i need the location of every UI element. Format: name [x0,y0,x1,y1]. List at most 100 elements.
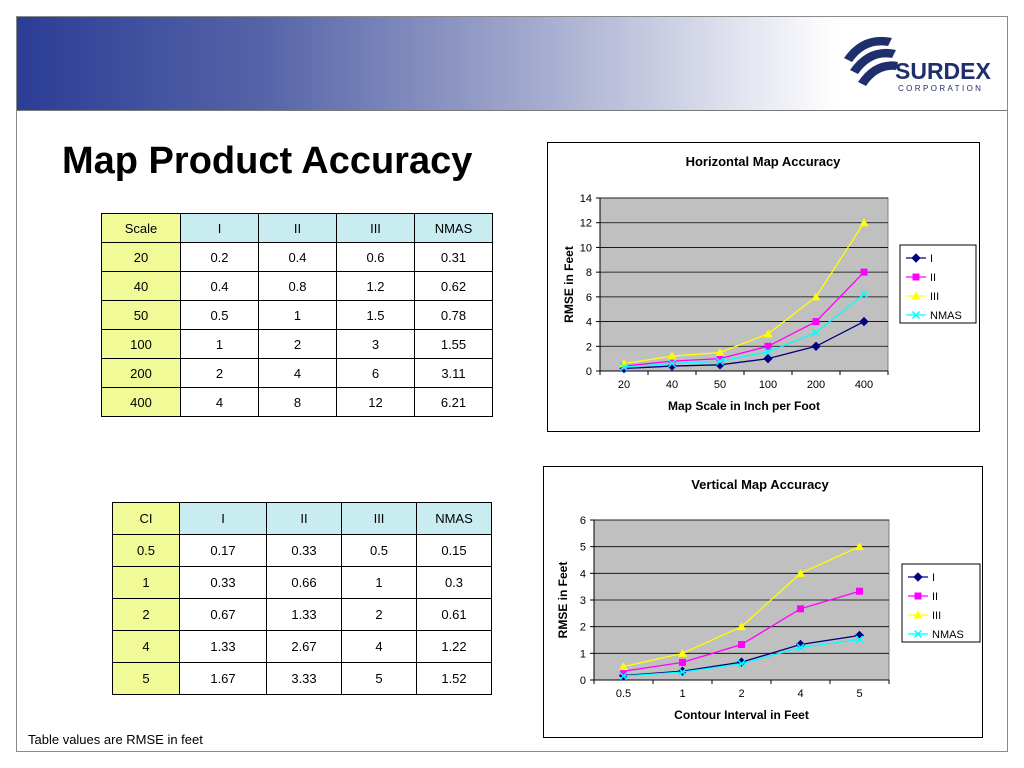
footnote: Table values are RMSE in feet [28,732,203,747]
data-point [859,316,869,327]
table-cell: 20 [101,242,181,272]
table-row: 2 0.67 1.33 2 0.61 [112,598,492,631]
data-point [811,328,821,337]
legend-label: III [930,291,939,303]
table-row: 400 4 8 12 6.21 [101,387,493,417]
table-cell: 1.33 [179,630,267,663]
table-cell: 6 [336,358,415,388]
data-point [796,568,805,577]
series-line [623,293,865,368]
table-cell: 200 [101,358,181,388]
table-cell: 1.55 [414,329,493,359]
table-cell: 0.8 [258,271,337,301]
y-tick-label: 0 [586,366,592,378]
data-point [716,355,724,363]
table-cell: 0.4 [180,271,259,301]
table-cell: 2 [180,358,259,388]
table-header-row: CI I II III NMAS [112,502,492,535]
x-tick-label: 2 [738,688,744,700]
y-tick-label: 6 [580,515,586,527]
table-cell: 4 [258,358,337,388]
table-cell: 0.33 [179,566,267,599]
header-divider [17,110,1007,111]
data-point [737,659,746,668]
data-point [860,268,868,276]
data-point [619,671,628,681]
table-cell: 3 [336,329,415,359]
data-point [795,639,806,650]
table-row: 50 0.5 1 1.5 0.78 [101,300,493,330]
y-tick-label: 6 [586,292,592,304]
x-tick-label: 0.5 [616,688,631,700]
series-ii [620,587,863,675]
data-point [738,641,745,649]
table-cell: 0.67 [179,598,267,631]
column-header: II [266,502,342,535]
table-cell: 0.5 [112,534,180,567]
column-header: I [180,213,259,243]
horizontal-accuracy-chart: Horizontal Map Accuracy 0 2 4 6 8 10 12 14 20 40 50… [547,142,980,432]
data-point [796,643,805,652]
table-cell: 1.22 [416,630,492,663]
data-point [668,357,676,365]
y-axis-label: RMSE in Feet [556,562,570,639]
x-axis-label: Map Scale in Inch per Foot [668,399,820,413]
data-point [667,359,677,368]
chart-svg: Horizontal Map Accuracy 0 2 4 6 8 10 12 14 20 40 50… [562,154,977,413]
table-cell: 2 [341,598,417,631]
table-cell: 0.62 [414,271,493,301]
data-point [667,351,677,360]
series-line [623,271,865,367]
y-axis-label: RMSE in Feet [562,246,576,323]
table-cell: 2 [112,598,180,631]
x-tick-label: 20 [618,379,630,391]
y-tick-label: 3 [580,595,586,607]
legend-label: III [932,610,941,622]
table-cell: 400 [101,387,181,417]
legend-label: II [932,591,938,603]
table-cell: 5 [112,662,180,695]
column-header: I [179,502,267,535]
x-tick-label: 200 [807,379,825,391]
table-cell: 4 [341,630,417,663]
table-row: 1 0.33 0.66 1 0.3 [112,566,492,599]
data-point [763,347,773,356]
legend-marker [913,629,923,639]
data-point [855,542,864,551]
table-cell: 2 [258,329,337,359]
table-cell: 1.2 [336,271,415,301]
x-tick-label: 100 [759,379,777,391]
column-header: II [258,213,337,243]
table-cell: 12 [336,387,415,417]
legend-label: I [932,572,935,584]
column-header: III [336,213,415,243]
table-cell: 4 [112,630,180,663]
table-row: 40 0.4 0.8 1.2 0.62 [101,271,493,301]
series-nmas [619,635,864,681]
series-iii [619,542,864,671]
table-cell: 2.67 [266,630,342,663]
data-point [797,605,804,613]
y-tick-label: 2 [580,622,586,634]
y-tick-label: 14 [580,193,592,205]
logo-subtitle: CORPORATION [898,84,984,93]
data-point [764,342,772,350]
table-cell: 0.3 [416,566,492,599]
legend-label: II [930,272,936,284]
legend-label: NMAS [932,629,964,641]
legend-marker [911,253,921,263]
table-cell: 3.11 [414,358,493,388]
vertical-accuracy-chart: Vertical Map Accuracy 0 1 2 3 4 5 6 0.5 1 2 4 5 Conto… [543,466,983,738]
column-header: CI [112,502,180,535]
data-point [859,218,869,227]
table-row: 0.5 0.17 0.33 0.5 0.15 [112,534,492,567]
data-point [737,622,746,631]
page-title: Map Product Accuracy [62,140,473,182]
series-line [623,222,865,365]
column-header: III [341,502,417,535]
table-cell: 0.5 [341,534,417,567]
y-tick-label: 5 [580,542,586,554]
column-header: NMAS [416,502,492,535]
legend-label: I [930,253,933,265]
series-nmas [619,290,869,372]
